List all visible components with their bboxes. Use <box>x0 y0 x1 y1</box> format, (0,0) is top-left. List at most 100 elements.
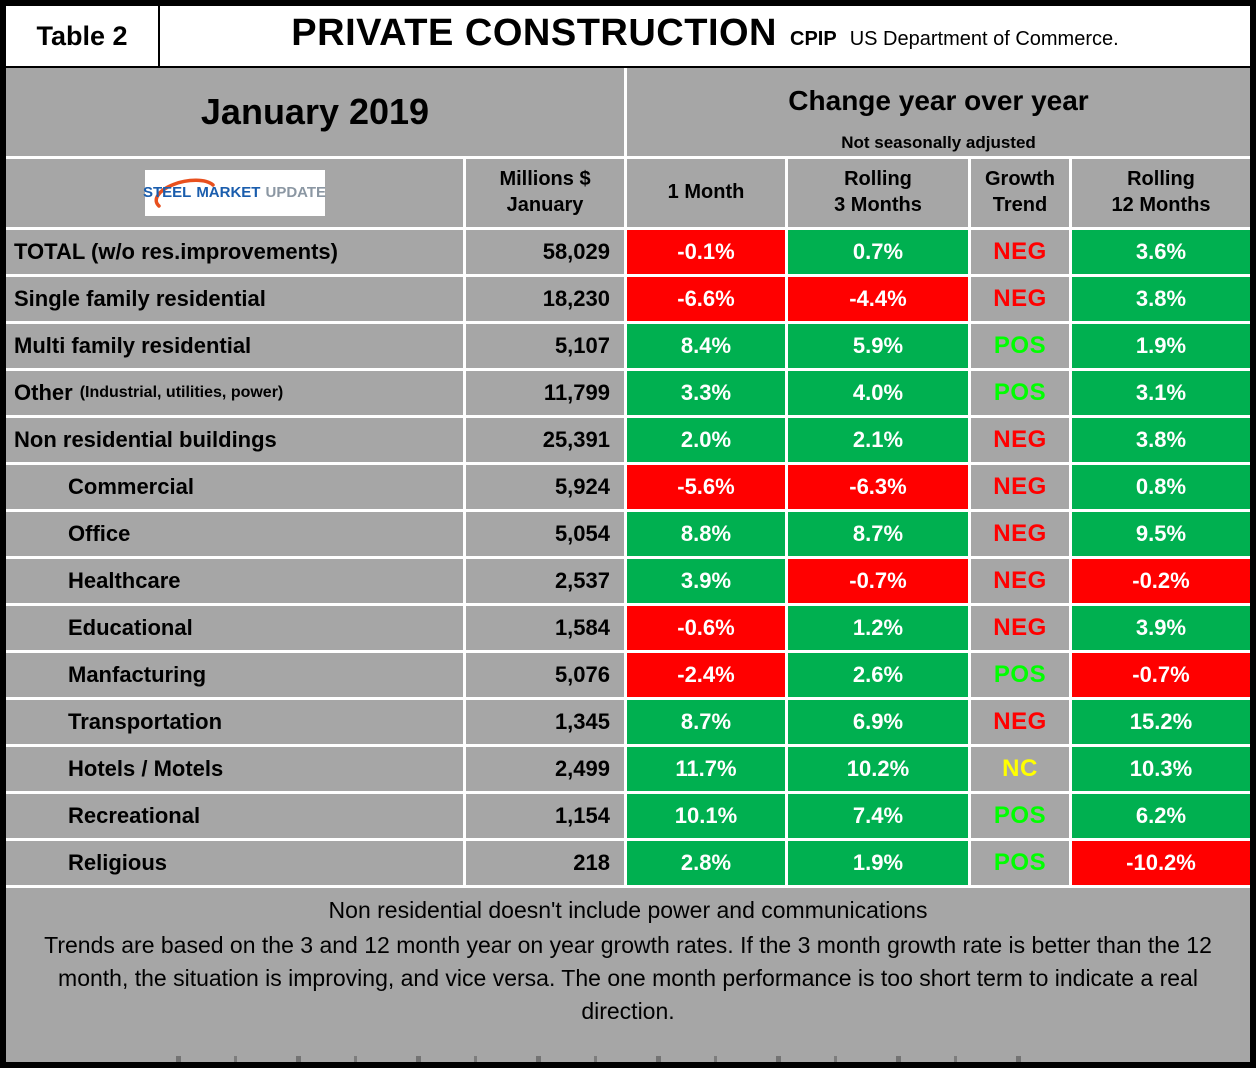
logo-word-update: UPDATE <box>265 184 327 202</box>
row-label-text: Recreational <box>68 803 201 828</box>
row-millions-value: 218 <box>466 841 624 885</box>
row-12month-value: 10.3% <box>1072 747 1250 791</box>
row-label: Hotels / Motels <box>6 747 463 791</box>
row-label: Religious <box>6 841 463 885</box>
row-1month-value: -5.6% <box>627 465 785 509</box>
row-label: Manfacturing <box>6 653 463 697</box>
row-1month-value: 8.4% <box>627 324 785 368</box>
row-1month-value: 2.0% <box>627 418 785 462</box>
row-growth-trend: NC <box>971 747 1069 791</box>
row-label: Office <box>6 512 463 556</box>
row-growth-trend: POS <box>971 794 1069 838</box>
row-millions-value: 1,345 <box>466 700 624 744</box>
row-12month-value: 1.9% <box>1072 324 1250 368</box>
row-label-text: Other <box>14 380 73 405</box>
row-label-text: Multi family residential <box>14 333 252 358</box>
row-12month-value: -10.2% <box>1072 841 1250 885</box>
row-1month-value: -0.6% <box>627 606 785 650</box>
column-header-line: January <box>506 194 584 216</box>
row-growth-trend: POS <box>971 841 1069 885</box>
column-header-1month: 1 Month <box>627 159 785 227</box>
row-3month-value: -4.4% <box>788 277 968 321</box>
column-header-millions: Millions $ January <box>466 159 624 227</box>
footer-note-trends: Trends are based on the 3 and 12 month y… <box>44 932 1212 1024</box>
logo-swoosh-icon <box>153 178 215 208</box>
data-table: January 2019 Change year over year Not s… <box>6 68 1250 885</box>
change-title: Change year over year <box>788 84 1089 116</box>
row-12month-value: -0.7% <box>1072 653 1250 697</box>
title-code: CPIP <box>790 28 837 50</box>
row-label-text: Transportation <box>68 709 223 734</box>
column-header-line: Millions $ <box>499 168 591 191</box>
row-1month-value: 11.7% <box>627 747 785 791</box>
row-12month-value: 15.2% <box>1072 700 1250 744</box>
row-3month-value: -0.7% <box>788 559 968 603</box>
row-millions-value: 5,107 <box>466 324 624 368</box>
title-source: US Department of Commerce. <box>849 28 1119 50</box>
row-12month-value: 0.8% <box>1072 465 1250 509</box>
row-growth-trend: POS <box>971 371 1069 415</box>
row-millions-value: 5,054 <box>466 512 624 556</box>
row-label: Recreational <box>6 794 463 838</box>
row-label-text: Office <box>68 521 131 546</box>
row-12month-value: -0.2% <box>1072 559 1250 603</box>
row-3month-value: -6.3% <box>788 465 968 509</box>
column-header-line: 12 Months <box>1111 194 1211 216</box>
row-3month-value: 4.0% <box>788 371 968 415</box>
logo-word-steel: STEEL <box>142 184 192 202</box>
row-1month-value: 10.1% <box>627 794 785 838</box>
column-header-line: Rolling <box>1127 168 1195 191</box>
cutoff-text-artifact <box>176 1056 1070 1062</box>
footer-note-nonres: Non residential doesn't include power an… <box>328 897 928 923</box>
row-label: Healthcare <box>6 559 463 603</box>
row-growth-trend: NEG <box>971 512 1069 556</box>
row-3month-value: 1.2% <box>788 606 968 650</box>
row-label: Other (Industrial, utilities, power) <box>6 371 463 415</box>
row-label: Educational <box>6 606 463 650</box>
row-millions-value: 58,029 <box>466 230 624 274</box>
row-label-text: Non residential buildings <box>14 427 277 452</box>
column-header-growth-trend: Growth Trend <box>971 159 1069 227</box>
row-1month-value: -0.1% <box>627 230 785 274</box>
row-millions-value: 11,799 <box>466 371 624 415</box>
logo-word-market: MARKET <box>196 184 261 202</box>
row-3month-value: 7.4% <box>788 794 968 838</box>
table-label: Table 2 <box>6 6 160 66</box>
row-millions-value: 2,499 <box>466 747 624 791</box>
row-label-subtext: (Industrial, utilities, power) <box>79 384 284 401</box>
row-3month-value: 6.9% <box>788 700 968 744</box>
row-1month-value: 2.8% <box>627 841 785 885</box>
steel-market-update-logo: STEEL MARKET UPDATE <box>142 170 327 216</box>
column-header-line: 1 Month <box>667 181 745 204</box>
row-3month-value: 8.7% <box>788 512 968 556</box>
row-1month-value: 3.9% <box>627 559 785 603</box>
row-1month-value: -2.4% <box>627 653 785 697</box>
column-header-line: 3 Months <box>834 194 922 216</box>
row-3month-value: 10.2% <box>788 747 968 791</box>
change-header-cell: Change year over year Not seasonally adj… <box>627 68 1250 156</box>
row-growth-trend: NEG <box>971 418 1069 462</box>
row-millions-value: 5,076 <box>466 653 624 697</box>
column-header-line: Growth <box>985 168 1055 191</box>
title-band: Table 2 PRIVATE CONSTRUCTION CPIP US Dep… <box>6 6 1250 68</box>
row-3month-value: 0.7% <box>788 230 968 274</box>
row-millions-value: 2,537 <box>466 559 624 603</box>
row-1month-value: 8.7% <box>627 700 785 744</box>
logo-cell: STEEL MARKET UPDATE <box>6 159 463 227</box>
row-1month-value: -6.6% <box>627 277 785 321</box>
footer-notes: Non residential doesn't include power an… <box>6 885 1250 1062</box>
row-12month-value: 3.6% <box>1072 230 1250 274</box>
row-1month-value: 3.3% <box>627 371 785 415</box>
period-label: January 2019 <box>200 91 430 132</box>
row-growth-trend: POS <box>971 653 1069 697</box>
row-label: TOTAL (w/o res.improvements) <box>6 230 463 274</box>
row-label-text: Educational <box>68 615 193 640</box>
period-cell: January 2019 <box>6 68 624 156</box>
row-label: Transportation <box>6 700 463 744</box>
row-label-text: Manfacturing <box>68 662 207 687</box>
page-title: PRIVATE CONSTRUCTION <box>291 12 778 54</box>
row-label-text: Healthcare <box>68 568 181 593</box>
change-note: Not seasonally adjusted <box>841 133 1036 152</box>
column-header-rolling-12months: Rolling 12 Months <box>1072 159 1250 227</box>
